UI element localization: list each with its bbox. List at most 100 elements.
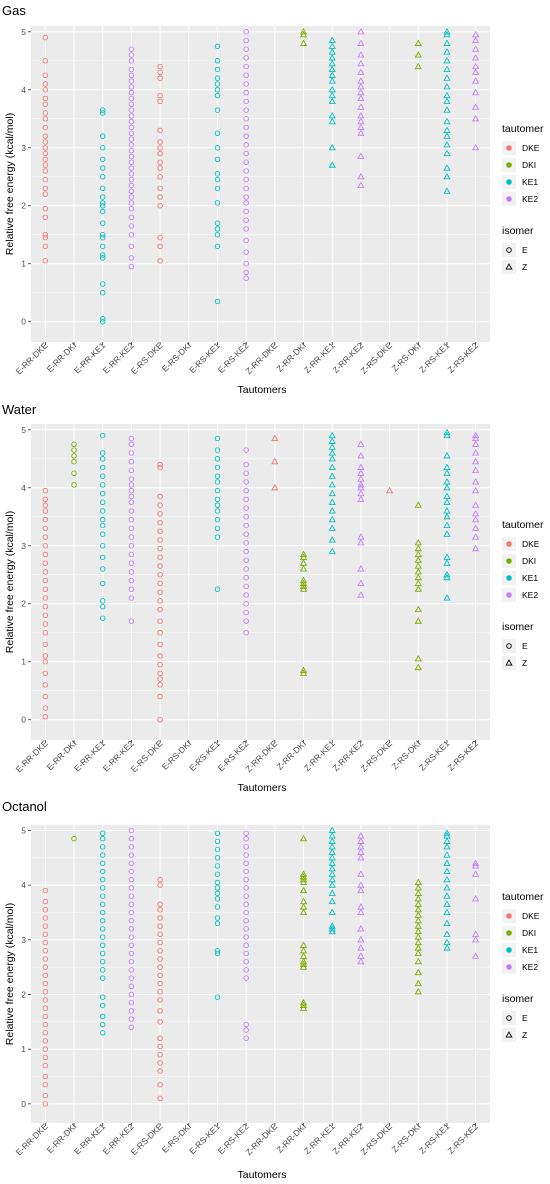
data-point bbox=[357, 853, 365, 861]
legend-label: E bbox=[522, 245, 528, 255]
data-point bbox=[472, 930, 480, 937]
data-point bbox=[357, 152, 365, 160]
data-point bbox=[128, 827, 135, 834]
data-point bbox=[128, 176, 135, 183]
y-axis-title: Relative free energy (kcal/mol) bbox=[4, 113, 16, 255]
data-point bbox=[42, 948, 49, 954]
data-point bbox=[243, 583, 249, 590]
data-point bbox=[443, 48, 451, 55]
data-point bbox=[472, 449, 480, 456]
data-point bbox=[214, 220, 221, 226]
data-point bbox=[443, 521, 451, 529]
data-point bbox=[299, 559, 308, 566]
y-tick-label: 0 bbox=[21, 715, 26, 725]
data-point bbox=[128, 926, 135, 932]
data-point bbox=[99, 107, 106, 113]
data-point bbox=[443, 851, 451, 858]
data-point bbox=[243, 522, 249, 529]
legend-tautomer-title: tautomer bbox=[502, 123, 544, 135]
data-point bbox=[472, 515, 480, 523]
data-point bbox=[357, 94, 365, 102]
legend-label: Z bbox=[522, 1030, 527, 1040]
data-point bbox=[42, 162, 49, 168]
data-point bbox=[443, 908, 451, 916]
data-point bbox=[243, 975, 249, 981]
data-point bbox=[99, 508, 106, 514]
data-point bbox=[157, 92, 163, 99]
data-point bbox=[472, 36, 480, 44]
data-point bbox=[443, 594, 451, 601]
data-point bbox=[243, 844, 249, 850]
data-point bbox=[42, 150, 49, 157]
data-point bbox=[243, 540, 249, 546]
data-point bbox=[443, 570, 451, 578]
data-point bbox=[42, 1062, 49, 1069]
legend-swatch bbox=[506, 1015, 512, 1021]
data-point bbox=[243, 72, 249, 79]
data-point bbox=[42, 1013, 49, 1020]
data-point bbox=[243, 852, 249, 858]
data-point bbox=[414, 654, 422, 662]
data-point bbox=[157, 165, 163, 171]
data-point bbox=[243, 574, 249, 581]
data-point bbox=[128, 543, 135, 549]
data-point bbox=[99, 1030, 106, 1036]
data-point bbox=[42, 156, 49, 163]
data-point bbox=[243, 124, 249, 131]
data-point bbox=[243, 479, 249, 485]
data-point bbox=[357, 944, 365, 951]
data-point bbox=[157, 923, 163, 929]
data-point bbox=[157, 956, 163, 962]
data-point bbox=[99, 432, 106, 439]
data-point bbox=[472, 509, 480, 517]
data-point bbox=[42, 176, 49, 183]
data-point bbox=[42, 972, 49, 979]
y-tick-label: 4 bbox=[21, 880, 26, 890]
data-point bbox=[328, 97, 336, 104]
data-point bbox=[42, 1046, 49, 1052]
data-point bbox=[357, 489, 365, 497]
data-point bbox=[157, 150, 163, 157]
panel-gas: Gas012345E-RR-DKEE-RR-DKIE-RR-KE1E-RR-KE… bbox=[2, 3, 490, 396]
plot-background bbox=[31, 825, 490, 1123]
data-point bbox=[99, 110, 106, 116]
data-point bbox=[299, 957, 308, 965]
data-point bbox=[42, 534, 49, 540]
legend-label: DKE bbox=[522, 539, 540, 549]
legend-tautomer-title: tautomer bbox=[502, 519, 544, 531]
data-point bbox=[357, 68, 365, 75]
data-point bbox=[99, 543, 106, 549]
legend-swatch bbox=[506, 964, 512, 970]
data-point bbox=[243, 133, 249, 139]
data-point bbox=[443, 451, 451, 459]
data-point bbox=[128, 860, 135, 867]
data-point bbox=[243, 81, 249, 87]
data-point bbox=[42, 595, 49, 601]
data-point bbox=[243, 531, 249, 537]
data-point bbox=[42, 1030, 49, 1036]
data-point bbox=[42, 34, 49, 41]
data-point bbox=[157, 716, 163, 723]
data-point bbox=[328, 897, 336, 905]
data-point bbox=[42, 116, 49, 122]
data-point bbox=[472, 486, 480, 494]
data-point bbox=[243, 142, 249, 148]
data-point bbox=[128, 476, 135, 482]
data-point bbox=[414, 987, 422, 995]
data-point bbox=[128, 487, 135, 494]
data-point bbox=[157, 939, 163, 946]
data-point bbox=[414, 663, 422, 671]
data-point bbox=[243, 629, 249, 636]
data-point bbox=[42, 939, 49, 946]
data-point bbox=[157, 174, 163, 180]
data-point bbox=[128, 441, 135, 448]
data-point bbox=[42, 205, 49, 212]
data-point bbox=[128, 983, 135, 990]
data-point bbox=[99, 133, 106, 139]
legend-label: KE1 bbox=[522, 177, 538, 187]
data-point bbox=[472, 68, 480, 75]
data-point bbox=[243, 260, 249, 267]
data-point bbox=[128, 171, 135, 177]
data-point bbox=[157, 980, 163, 987]
data-point bbox=[243, 237, 249, 244]
